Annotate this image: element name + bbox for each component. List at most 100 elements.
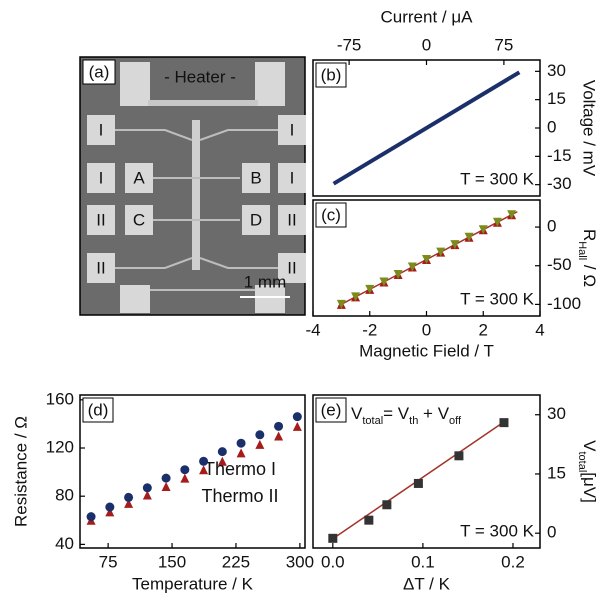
bottom-pad (255, 285, 285, 313)
center-bar (192, 120, 200, 270)
y-axis-label-part: R (580, 229, 599, 241)
bottom-pad (120, 285, 150, 313)
x-axis-label: ΔT / K (403, 574, 451, 593)
junction-label: B (250, 168, 261, 187)
point (336, 299, 346, 309)
plot-frame (79, 394, 306, 549)
y-tick-label: 15 (547, 463, 566, 482)
contact-label: I (290, 120, 295, 139)
point (379, 277, 389, 287)
point (255, 430, 265, 440)
point (422, 255, 431, 265)
point (86, 512, 96, 522)
heater-wire (148, 100, 258, 106)
point (180, 465, 190, 475)
point (199, 456, 209, 466)
data-line (332, 70, 521, 186)
y-tick-label: 120 (46, 437, 74, 456)
equation-part: off (449, 415, 462, 427)
point (180, 473, 190, 483)
junction-label: D (250, 210, 262, 229)
point (236, 438, 246, 448)
heater-pad (255, 62, 285, 106)
x-tick-label: 225 (222, 552, 250, 571)
junction-label: A (133, 168, 145, 187)
plot-frame (312, 394, 541, 549)
y-tick-label: 0 (547, 217, 556, 236)
contact-pad (242, 163, 270, 193)
panel-label: (b) (321, 65, 342, 84)
point (142, 483, 152, 493)
y-axis-label: Vtotal[μV] (576, 440, 598, 503)
contact-label: I (99, 120, 104, 139)
point (507, 210, 517, 220)
point (351, 292, 361, 302)
y-axis-label-part: V (580, 440, 599, 452)
annotation: T = 300 K (460, 289, 535, 308)
contact-label: II (96, 210, 105, 229)
x-tick-label: 75 (494, 35, 513, 54)
equation-part: total (362, 415, 383, 427)
point (217, 447, 227, 457)
x-axis-label: Magnetic Field / T (359, 341, 494, 360)
point (217, 456, 227, 466)
x-axis-label: Current / μA (381, 7, 474, 26)
point (393, 269, 403, 279)
point (124, 498, 134, 508)
y-tick-label: 160 (46, 389, 74, 408)
x-tick-label: 2 (479, 320, 488, 339)
point (454, 451, 464, 461)
y-axis-label: Voltage / mV (580, 80, 599, 177)
y-tick-label: 80 (55, 486, 74, 505)
y-tick-label: -30 (547, 174, 572, 193)
junction-label: C (133, 210, 145, 229)
y-axis-label-part: total (576, 451, 588, 472)
point (199, 465, 209, 475)
point (364, 515, 374, 525)
contact-pad (87, 253, 115, 283)
equation-part: = V (383, 404, 410, 423)
contact-pad (87, 115, 115, 145)
panel-label: (d) (88, 400, 109, 419)
y-tick-label: 40 (55, 534, 74, 553)
x-tick-label: -2 (362, 320, 377, 339)
contact-pad (125, 205, 153, 235)
heater-pad (120, 62, 150, 106)
point (105, 502, 115, 512)
contact-label: I (290, 168, 295, 187)
equation: Vtotal= Vth + Voff (351, 404, 462, 426)
y-tick-label: 0 (547, 523, 556, 542)
contact-label: II (96, 258, 105, 277)
point (292, 412, 302, 422)
x-tick-label: 150 (158, 552, 186, 571)
point (274, 421, 284, 431)
y-axis-label-part: Hall (576, 241, 588, 260)
x-tick-label: 300 (286, 552, 314, 571)
y-tick-label: -100 (547, 294, 581, 313)
contact-pad (125, 163, 153, 193)
point (274, 431, 284, 441)
panel-label-box (315, 62, 347, 88)
panel-label-box (82, 397, 114, 423)
point (105, 507, 115, 517)
annotation: T = 300 K (460, 521, 535, 540)
y-axis-label-part: / Ω (580, 260, 599, 287)
point (492, 217, 502, 227)
y-tick-label: 30 (547, 61, 566, 80)
x-tick-label: 0 (422, 35, 431, 54)
y-tick-label: 0 (547, 117, 556, 136)
contact-pad (278, 205, 306, 235)
equation-part: + V (418, 404, 449, 423)
point (413, 478, 423, 488)
point (236, 448, 246, 458)
point (464, 232, 474, 242)
panel-label: (e) (321, 400, 342, 419)
contact-label: II (287, 210, 296, 229)
panel-label: (a) (89, 62, 110, 81)
legend-entry: Thermo I (204, 459, 276, 479)
x-tick-label: 75 (99, 552, 118, 571)
panel-label-box (315, 202, 347, 228)
y-tick-label: -50 (547, 255, 572, 274)
